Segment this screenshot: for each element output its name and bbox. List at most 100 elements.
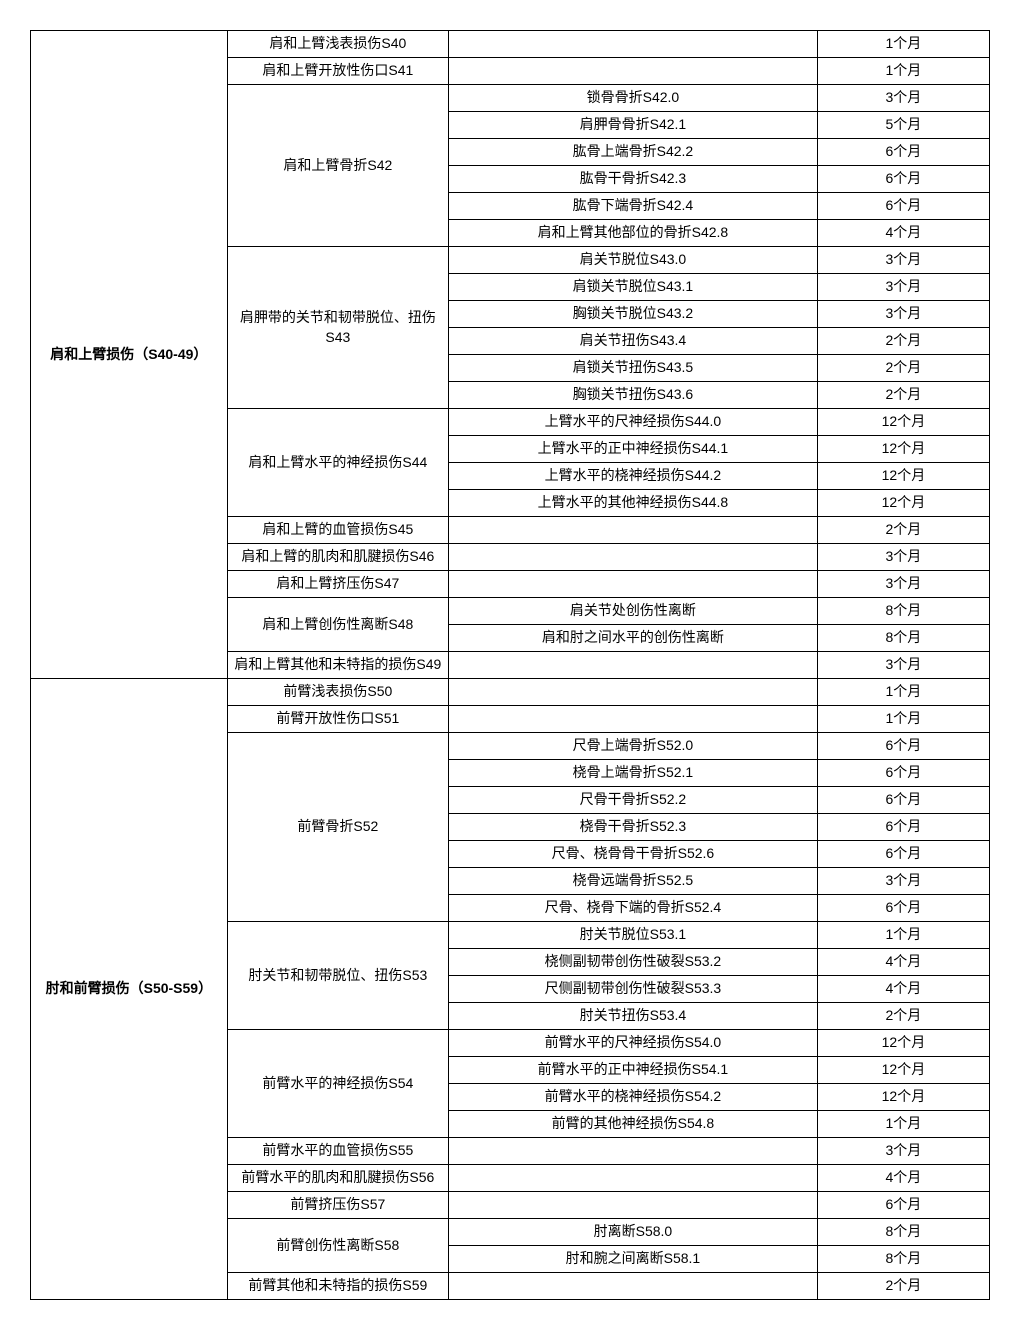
detail-cell: 上臂水平的桡神经损伤S44.2 — [449, 463, 818, 490]
detail-cell — [449, 31, 818, 58]
detail-cell: 肱骨上端骨折S42.2 — [449, 139, 818, 166]
duration-cell: 3个月 — [817, 274, 989, 301]
detail-cell: 肘关节扭伤S53.4 — [449, 1003, 818, 1030]
detail-cell: 尺骨、桡骨下端的骨折S52.4 — [449, 895, 818, 922]
subcategory-cell: 前臂开放性伤口S51 — [227, 706, 448, 733]
duration-cell: 12个月 — [817, 490, 989, 517]
detail-cell — [449, 1273, 818, 1300]
detail-cell: 桡骨远端骨折S52.5 — [449, 868, 818, 895]
detail-cell: 肱骨下端骨折S42.4 — [449, 193, 818, 220]
duration-cell: 6个月 — [817, 895, 989, 922]
detail-cell: 上臂水平的正中神经损伤S44.1 — [449, 436, 818, 463]
table-row: 肩和上臂损伤（S40-49）肩和上臂浅表损伤S401个月 — [31, 31, 990, 58]
subcategory-cell: 前臂浅表损伤S50 — [227, 679, 448, 706]
detail-cell — [449, 652, 818, 679]
duration-cell: 2个月 — [817, 1003, 989, 1030]
duration-cell: 1个月 — [817, 31, 989, 58]
detail-cell: 上臂水平的尺神经损伤S44.0 — [449, 409, 818, 436]
subcategory-cell: 肩和上臂开放性伤口S41 — [227, 58, 448, 85]
subcategory-cell: 前臂水平的肌肉和肌腱损伤S56 — [227, 1165, 448, 1192]
detail-cell — [449, 706, 818, 733]
detail-cell: 肩关节扭伤S43.4 — [449, 328, 818, 355]
detail-cell — [449, 517, 818, 544]
duration-cell: 3个月 — [817, 868, 989, 895]
detail-cell: 桡侧副韧带创伤性破裂S53.2 — [449, 949, 818, 976]
subcategory-cell: 前臂挤压伤S57 — [227, 1192, 448, 1219]
subcategory-cell: 前臂创伤性离断S58 — [227, 1219, 448, 1273]
subcategory-cell: 肩和上臂的血管损伤S45 — [227, 517, 448, 544]
detail-cell: 前臂水平的正中神经损伤S54.1 — [449, 1057, 818, 1084]
subcategory-cell: 肩和上臂水平的神经损伤S44 — [227, 409, 448, 517]
detail-cell: 肩锁关节扭伤S43.5 — [449, 355, 818, 382]
detail-cell: 桡骨上端骨折S52.1 — [449, 760, 818, 787]
injury-table: 肩和上臂损伤（S40-49）肩和上臂浅表损伤S401个月肩和上臂开放性伤口S41… — [30, 30, 990, 1300]
subcategory-cell: 前臂水平的神经损伤S54 — [227, 1030, 448, 1138]
duration-cell: 2个月 — [817, 1273, 989, 1300]
duration-cell: 3个月 — [817, 85, 989, 112]
detail-cell: 前臂水平的尺神经损伤S54.0 — [449, 1030, 818, 1057]
detail-cell: 肩关节脱位S43.0 — [449, 247, 818, 274]
subcategory-cell: 肩和上臂挤压伤S47 — [227, 571, 448, 598]
duration-cell: 6个月 — [817, 787, 989, 814]
subcategory-cell: 肩胛带的关节和韧带脱位、扭伤S43 — [227, 247, 448, 409]
subcategory-cell: 肘关节和韧带脱位、扭伤S53 — [227, 922, 448, 1030]
duration-cell: 4个月 — [817, 976, 989, 1003]
detail-cell: 尺侧副韧带创伤性破裂S53.3 — [449, 976, 818, 1003]
duration-cell: 1个月 — [817, 679, 989, 706]
subcategory-cell: 前臂水平的血管损伤S55 — [227, 1138, 448, 1165]
category-cell: 肩和上臂损伤（S40-49） — [31, 31, 228, 679]
duration-cell: 6个月 — [817, 193, 989, 220]
duration-cell: 6个月 — [817, 814, 989, 841]
duration-cell: 8个月 — [817, 598, 989, 625]
detail-cell — [449, 571, 818, 598]
detail-cell: 尺骨上端骨折S52.0 — [449, 733, 818, 760]
detail-cell — [449, 544, 818, 571]
subcategory-cell: 肩和上臂浅表损伤S40 — [227, 31, 448, 58]
duration-cell: 12个月 — [817, 436, 989, 463]
duration-cell: 5个月 — [817, 112, 989, 139]
subcategory-cell: 肩和上臂的肌肉和肌腱损伤S46 — [227, 544, 448, 571]
duration-cell: 8个月 — [817, 1246, 989, 1273]
duration-cell: 8个月 — [817, 1219, 989, 1246]
duration-cell: 8个月 — [817, 625, 989, 652]
duration-cell: 4个月 — [817, 949, 989, 976]
detail-cell: 胸锁关节脱位S43.2 — [449, 301, 818, 328]
detail-cell: 胸锁关节扭伤S43.6 — [449, 382, 818, 409]
detail-cell: 桡骨干骨折S52.3 — [449, 814, 818, 841]
detail-cell — [449, 679, 818, 706]
duration-cell: 6个月 — [817, 733, 989, 760]
detail-cell — [449, 1165, 818, 1192]
duration-cell: 4个月 — [817, 1165, 989, 1192]
duration-cell: 3个月 — [817, 571, 989, 598]
detail-cell: 肱骨干骨折S42.3 — [449, 166, 818, 193]
duration-cell: 12个月 — [817, 1084, 989, 1111]
subcategory-cell: 肩和上臂骨折S42 — [227, 85, 448, 247]
duration-cell: 6个月 — [817, 1192, 989, 1219]
detail-cell: 前臂的其他神经损伤S54.8 — [449, 1111, 818, 1138]
detail-cell: 上臂水平的其他神经损伤S44.8 — [449, 490, 818, 517]
duration-cell: 2个月 — [817, 328, 989, 355]
subcategory-cell: 前臂骨折S52 — [227, 733, 448, 922]
duration-cell: 6个月 — [817, 841, 989, 868]
duration-cell: 12个月 — [817, 463, 989, 490]
detail-cell: 肩和上臂其他部位的骨折S42.8 — [449, 220, 818, 247]
detail-cell: 肘和腕之间离断S58.1 — [449, 1246, 818, 1273]
category-cell: 肘和前臂损伤（S50-S59） — [31, 679, 228, 1300]
duration-cell: 12个月 — [817, 409, 989, 436]
duration-cell: 3个月 — [817, 247, 989, 274]
duration-cell: 6个月 — [817, 139, 989, 166]
detail-cell: 肘离断S58.0 — [449, 1219, 818, 1246]
duration-cell: 2个月 — [817, 517, 989, 544]
detail-cell — [449, 58, 818, 85]
table-row: 肘和前臂损伤（S50-S59）前臂浅表损伤S501个月 — [31, 679, 990, 706]
duration-cell: 2个月 — [817, 355, 989, 382]
detail-cell — [449, 1138, 818, 1165]
duration-cell: 1个月 — [817, 706, 989, 733]
detail-cell: 肘关节脱位S53.1 — [449, 922, 818, 949]
subcategory-cell: 肩和上臂创伤性离断S48 — [227, 598, 448, 652]
detail-cell: 前臂水平的桡神经损伤S54.2 — [449, 1084, 818, 1111]
subcategory-cell: 前臂其他和未特指的损伤S59 — [227, 1273, 448, 1300]
subcategory-cell: 肩和上臂其他和未特指的损伤S49 — [227, 652, 448, 679]
duration-cell: 12个月 — [817, 1057, 989, 1084]
detail-cell: 肩关节处创伤性离断 — [449, 598, 818, 625]
